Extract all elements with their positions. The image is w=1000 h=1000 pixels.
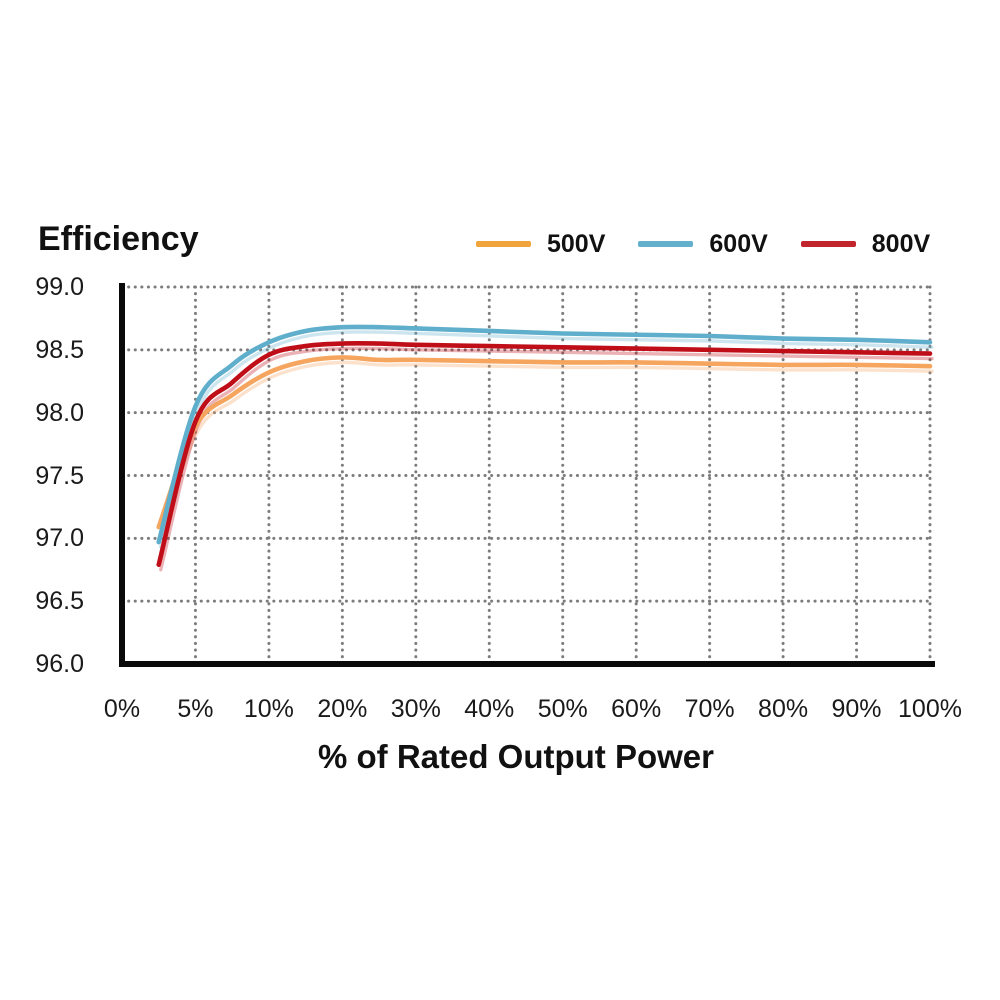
legend-item-600v: 600V xyxy=(638,229,768,259)
y-tick-label: 97.5 xyxy=(35,461,84,490)
x-axis-title: % of Rated Output Power xyxy=(318,738,714,775)
series-echo-600v xyxy=(159,330,934,549)
x-tick-label: 40% xyxy=(464,695,515,723)
x-tick-label: 10% xyxy=(243,695,294,723)
y-tick-label: 99.0 xyxy=(35,273,84,301)
series-line-800v xyxy=(156,341,933,568)
y-tick-label: 98.0 xyxy=(35,398,84,427)
y-tick-label: 97.0 xyxy=(35,524,84,553)
series-line-500v xyxy=(156,355,933,530)
series-line-600v xyxy=(156,324,933,545)
series-echo-500v xyxy=(159,360,934,534)
legend-swatch-500v-line-icon xyxy=(476,241,531,247)
y-tick-label: 98.5 xyxy=(35,335,84,364)
x-tick-label: 20% xyxy=(317,695,368,723)
legend-label-500v: 500V xyxy=(547,229,606,258)
x-tick-label: 50% xyxy=(537,695,588,723)
x-tick-label: 30% xyxy=(390,695,441,723)
legend-item-500v: 500V xyxy=(476,230,605,259)
legend-swatch-800v-line-icon xyxy=(800,241,856,247)
x-tick-label: 100% xyxy=(898,695,962,723)
x-tick-label: 90% xyxy=(831,695,882,723)
x-tick-label: 60% xyxy=(611,695,662,723)
legend-swatch-600v-line-icon xyxy=(638,241,694,247)
legend-label-600v: 600V xyxy=(709,229,768,258)
legend: 500V 600V 800V xyxy=(476,228,930,260)
series-echo-800v xyxy=(159,346,934,572)
x-tick-label: 80% xyxy=(758,695,809,723)
chart-title: Efficiency xyxy=(38,220,199,258)
y-tick-label: 96.0 xyxy=(35,650,84,678)
x-tick-label: 0% xyxy=(103,695,141,723)
x-tick-label: 70% xyxy=(684,695,735,723)
legend-item-800v: 800V xyxy=(800,229,931,259)
x-tick-label: 5% xyxy=(177,695,214,723)
y-tick-label: 96.5 xyxy=(35,587,84,616)
legend-label-800v: 800V xyxy=(871,229,931,258)
